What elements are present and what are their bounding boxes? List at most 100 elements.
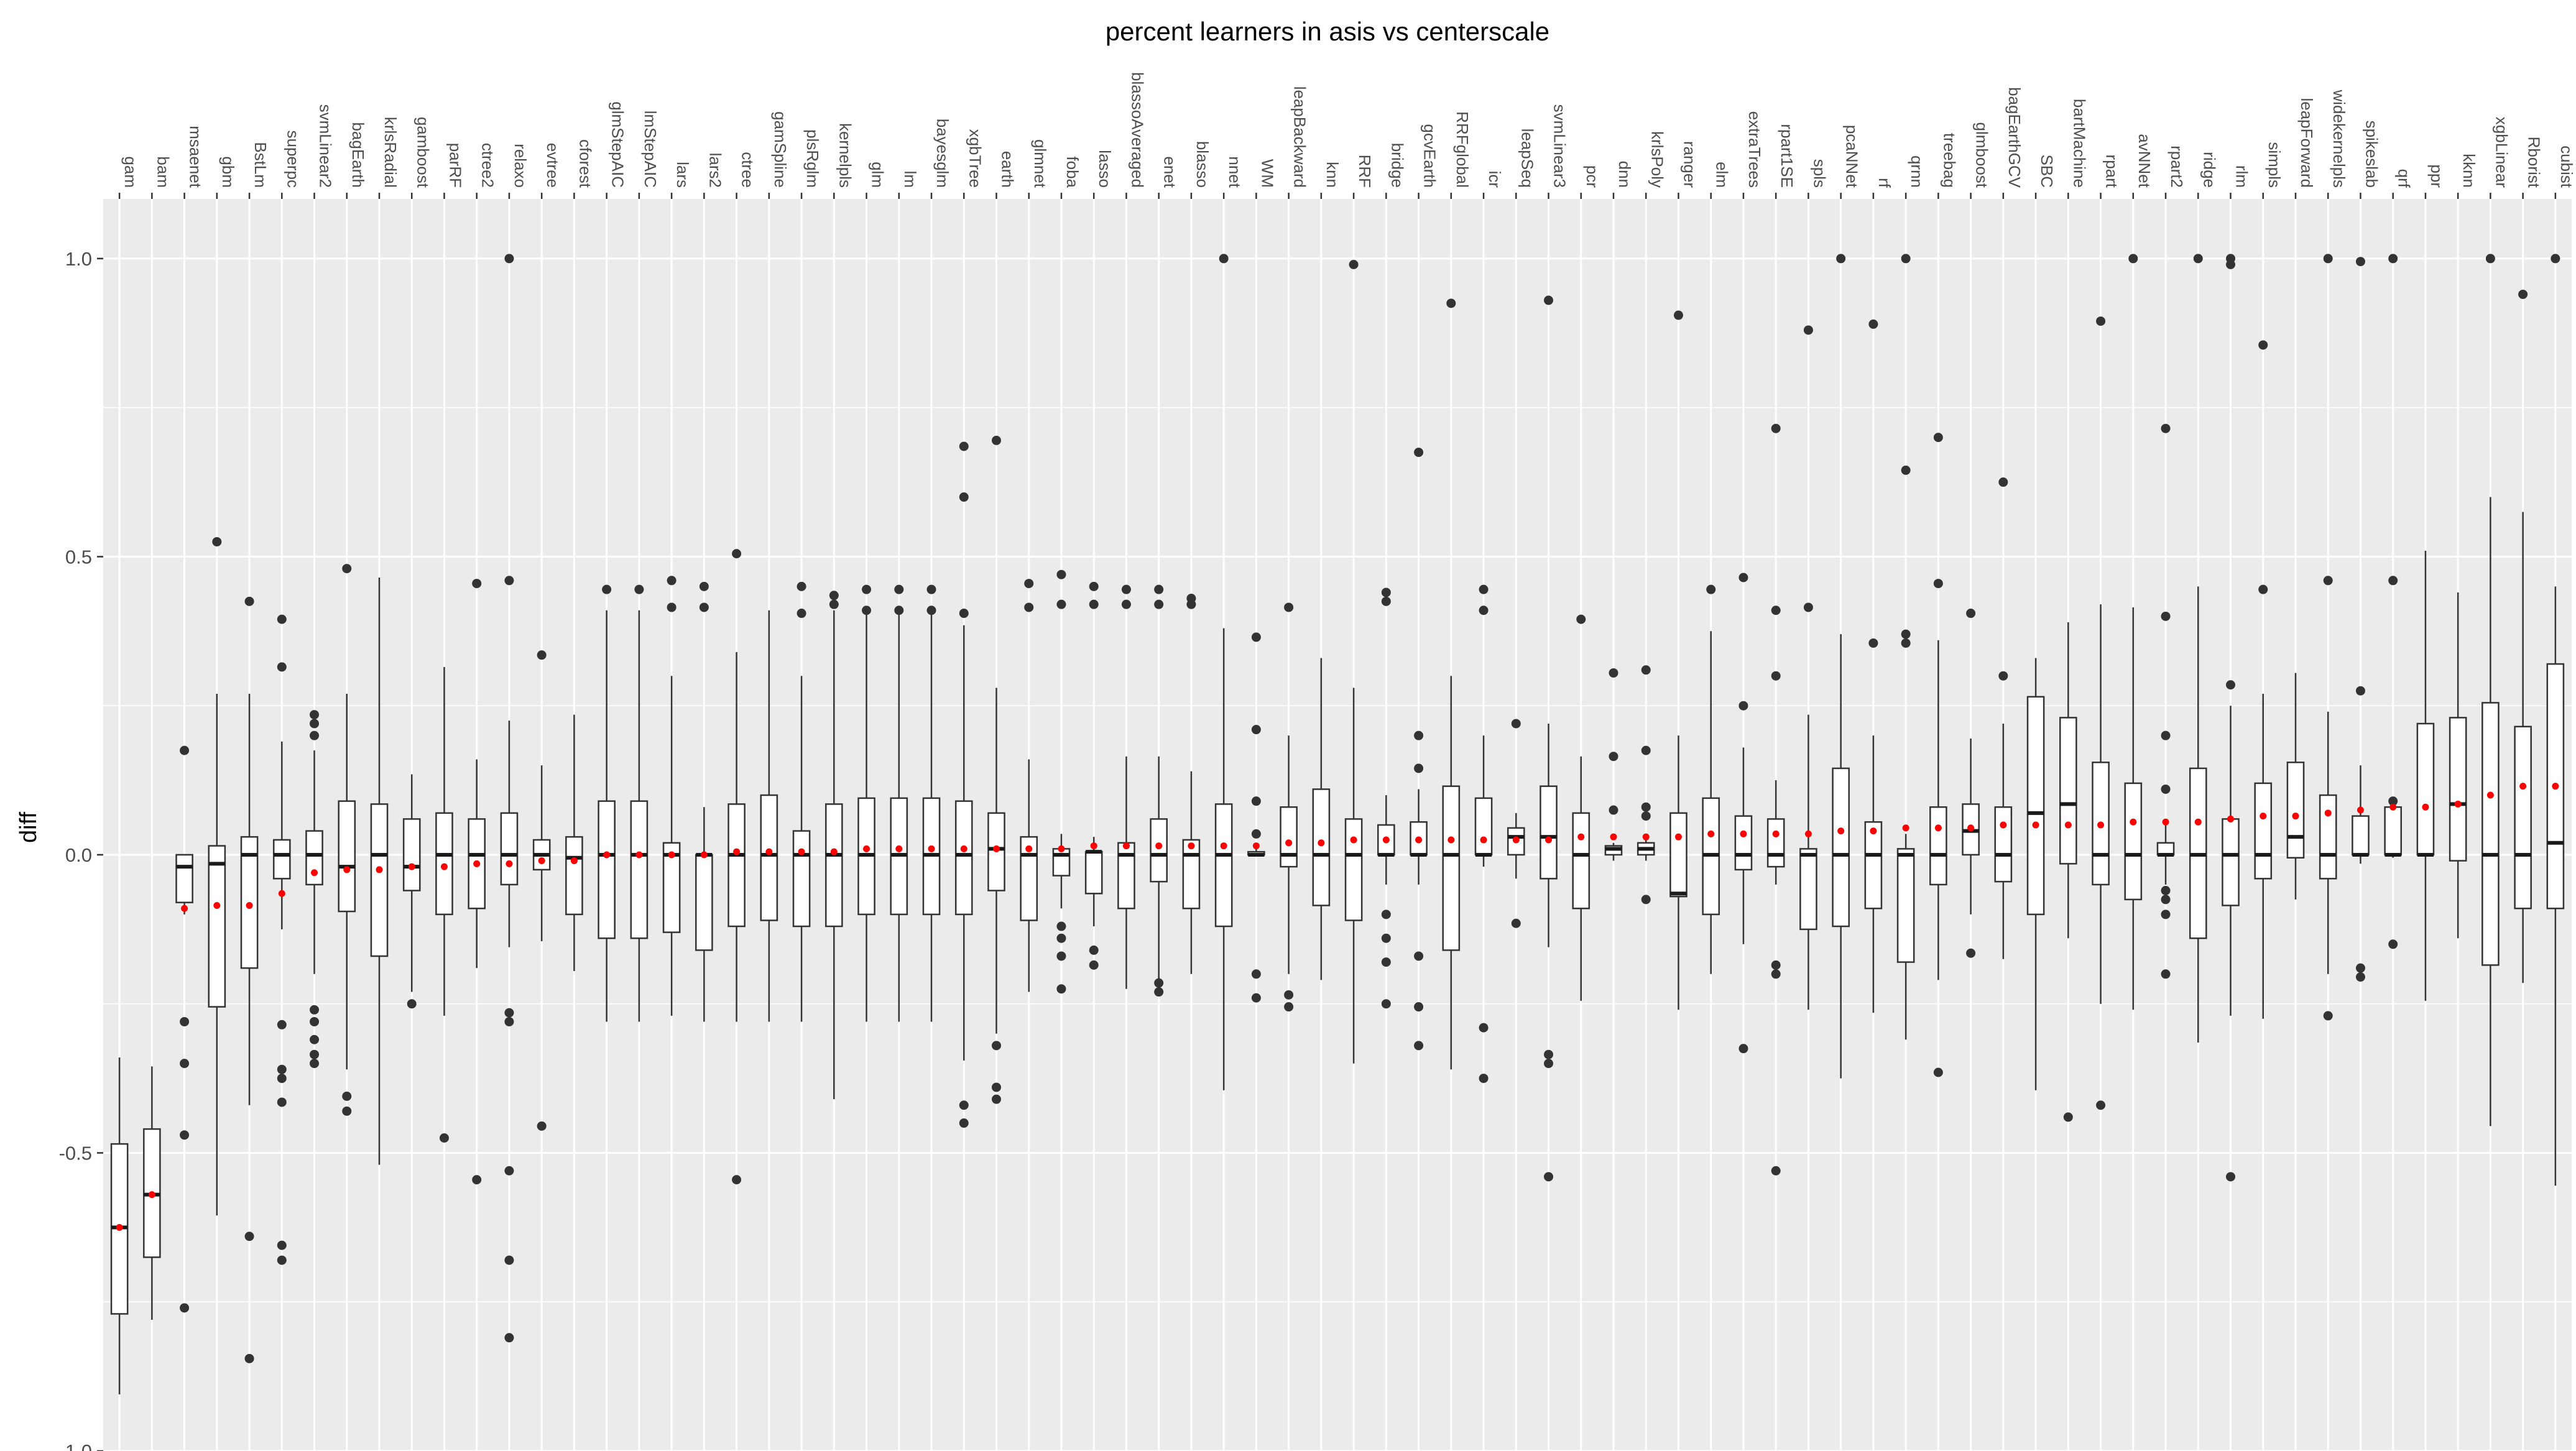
outlier-point bbox=[1089, 960, 1099, 970]
outlier-point bbox=[1381, 910, 1391, 919]
mean-point bbox=[1512, 836, 1520, 844]
outlier-point bbox=[1056, 921, 1066, 931]
mean-point bbox=[311, 869, 318, 877]
box-lasso bbox=[1084, 581, 1103, 970]
outlier-point bbox=[1609, 805, 1618, 815]
outlier-point bbox=[1966, 609, 1976, 619]
outlier-point bbox=[1446, 298, 1456, 308]
outlier-point bbox=[1154, 599, 1164, 609]
outlier-point bbox=[1154, 584, 1164, 594]
outlier-point bbox=[2161, 910, 2171, 919]
outlier-point bbox=[829, 591, 839, 601]
outlier-point bbox=[1641, 802, 1651, 812]
x-tick-label: lars bbox=[673, 162, 692, 188]
x-tick-label: leapSeq bbox=[1518, 129, 1536, 188]
outlier-point bbox=[504, 1255, 514, 1265]
mean-point bbox=[1870, 827, 1877, 835]
outlier-point bbox=[1284, 1002, 1294, 1012]
mean-point bbox=[1934, 824, 1942, 832]
outlier-point bbox=[1544, 1049, 1554, 1059]
box-gamSpline bbox=[760, 610, 778, 1022]
box-iqr bbox=[2352, 815, 2370, 856]
mean-point bbox=[928, 845, 935, 852]
x-tick-label: spls bbox=[1810, 159, 1829, 188]
outlier-point bbox=[2355, 257, 2365, 267]
box-iqr bbox=[565, 836, 583, 916]
box-WM bbox=[1247, 632, 1265, 1003]
box-xgbTree bbox=[954, 441, 973, 1128]
x-tick-label: relaxo bbox=[511, 144, 530, 188]
outlier-point bbox=[1479, 1023, 1489, 1033]
outlier-point bbox=[2161, 784, 2171, 794]
x-tick-label: kernelpls bbox=[836, 123, 854, 188]
outlier-point bbox=[277, 1074, 287, 1084]
outlier-point bbox=[667, 602, 676, 612]
outlier-point bbox=[1901, 254, 1911, 264]
outlier-point bbox=[1933, 579, 1943, 589]
mean-point bbox=[798, 848, 805, 855]
x-tick-label: RRFglobal bbox=[1453, 111, 1472, 188]
box-superpc bbox=[272, 614, 291, 1265]
x-tick-label: plsRglm bbox=[803, 129, 822, 188]
outlier-point bbox=[959, 609, 969, 619]
outlier-point bbox=[1933, 1067, 1943, 1077]
outlier-point bbox=[1381, 587, 1391, 597]
box-extraTrees bbox=[1734, 573, 1753, 1054]
outlier-point bbox=[1056, 933, 1066, 943]
outlier-point bbox=[1901, 465, 1911, 475]
outlier-point bbox=[1024, 579, 1034, 589]
box-iqr bbox=[1214, 803, 1233, 928]
x-tick-label: rlm bbox=[2233, 165, 2251, 188]
x-tick-label: xgbTree bbox=[966, 129, 984, 188]
box-iqr bbox=[987, 812, 1005, 891]
x-tick-label: rf bbox=[1875, 178, 1894, 188]
mean-point bbox=[1188, 842, 1195, 850]
x-tick-label: leapBackward bbox=[1291, 86, 1309, 188]
outlier-point bbox=[1251, 796, 1261, 806]
outlier-point bbox=[1089, 945, 1099, 955]
mean-point bbox=[1967, 824, 1975, 832]
x-tick-label: glmStepAIC bbox=[609, 101, 627, 188]
outlier-point bbox=[1251, 725, 1261, 735]
mean-point bbox=[2486, 791, 2494, 799]
x-tick-label: extraTrees bbox=[1745, 111, 1764, 188]
box-iqr bbox=[1312, 788, 1331, 906]
mean-point bbox=[1447, 836, 1455, 844]
box-iqr bbox=[1572, 812, 1590, 910]
outlier-point bbox=[1414, 1002, 1424, 1012]
outlier-point bbox=[1771, 969, 1781, 979]
outlier-point bbox=[1414, 763, 1424, 773]
outlier-point bbox=[1641, 745, 1651, 755]
box-rpart1SE bbox=[1766, 423, 1785, 1176]
outlier-point bbox=[537, 1121, 547, 1131]
x-tick-label: gam bbox=[121, 156, 140, 188]
mean-point bbox=[473, 860, 481, 867]
outlier-point bbox=[2388, 796, 2398, 806]
outlier-point bbox=[2161, 611, 2171, 621]
outlier-point bbox=[2388, 939, 2398, 949]
outlier-point bbox=[310, 1034, 320, 1044]
box-iqr bbox=[338, 800, 356, 913]
outlier-point bbox=[2388, 254, 2398, 264]
y-tick-label: 0.0 bbox=[65, 844, 92, 866]
box-iqr bbox=[500, 812, 519, 886]
mean-point bbox=[343, 866, 351, 873]
box-iqr bbox=[272, 839, 291, 880]
outlier-point bbox=[277, 1020, 287, 1030]
outlier-point bbox=[1121, 584, 1131, 594]
mean-point bbox=[376, 866, 383, 873]
mean-point bbox=[1122, 842, 1130, 850]
box-widekernelpls bbox=[2319, 254, 2337, 1021]
box-bagEarth bbox=[338, 564, 356, 1116]
box-gam bbox=[110, 1057, 129, 1394]
outlier-point bbox=[1186, 599, 1196, 609]
outlier-point bbox=[1966, 948, 1976, 958]
mean-point bbox=[2130, 818, 2137, 826]
outlier-point bbox=[2226, 259, 2236, 269]
outlier-point bbox=[212, 537, 222, 546]
mean-point bbox=[1285, 839, 1293, 847]
box-iqr bbox=[402, 818, 421, 891]
box-iqr bbox=[2319, 794, 2337, 880]
x-tick-label: svmLinear2 bbox=[316, 104, 335, 188]
